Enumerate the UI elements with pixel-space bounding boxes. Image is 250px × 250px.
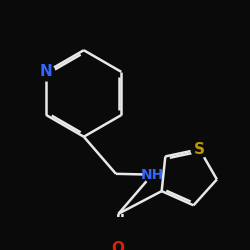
Text: N: N xyxy=(40,64,53,79)
Text: NH: NH xyxy=(140,168,164,182)
Text: O: O xyxy=(111,241,124,250)
Text: S: S xyxy=(194,142,205,157)
